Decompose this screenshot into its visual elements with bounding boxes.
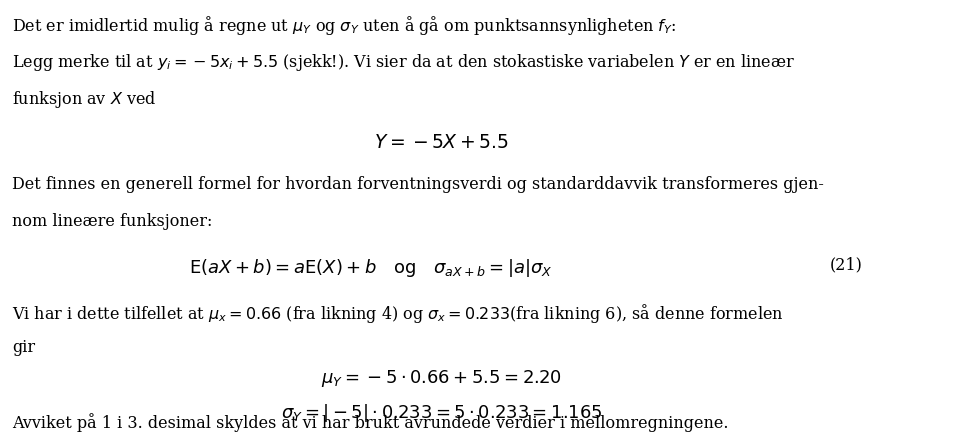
Text: $Y = -5X + 5.5$: $Y = -5X + 5.5$ bbox=[374, 134, 509, 152]
Text: Det finnes en generell formel for hvordan forventningsverdi og standarddavvik tr: Det finnes en generell formel for hvorda… bbox=[12, 176, 824, 192]
Text: gir: gir bbox=[12, 339, 36, 356]
Text: $\sigma_Y = |-5| \cdot 0.233 = 5 \cdot 0.233 = 1.165$: $\sigma_Y = |-5| \cdot 0.233 = 5 \cdot 0… bbox=[281, 401, 602, 423]
Text: Avviket på 1 i 3. desimal skyldes at vi har brukt avrundede verdier i mellomregn: Avviket på 1 i 3. desimal skyldes at vi … bbox=[12, 413, 729, 431]
Text: Vi har i dette tilfellet at $\mu_x = 0.66$ (fra likning 4) og $\sigma_x = 0.233$: Vi har i dette tilfellet at $\mu_x = 0.6… bbox=[12, 302, 783, 325]
Text: Det er imidlertid mulig å regne ut $\mu_Y$ og $\sigma_Y$ uten å gå om punktsanns: Det er imidlertid mulig å regne ut $\mu_… bbox=[12, 14, 677, 37]
Text: $\mu_Y = -5 \cdot 0.66 + 5.5 = 2.20$: $\mu_Y = -5 \cdot 0.66 + 5.5 = 2.20$ bbox=[322, 367, 562, 388]
Text: nom lineære funksjoner:: nom lineære funksjoner: bbox=[12, 212, 212, 230]
Text: (21): (21) bbox=[829, 256, 862, 273]
Text: funksjon av $X$ ved: funksjon av $X$ ved bbox=[12, 88, 156, 110]
Text: Legg merke til at $y_i = -5x_i + 5.5$ (sjekk!). Vi sier da at den stokastiske va: Legg merke til at $y_i = -5x_i + 5.5$ (s… bbox=[12, 51, 795, 72]
Text: $\mathrm{E}\left(aX + b\right) = a\mathrm{E}\left(X\right) + b \quad \text{og} \: $\mathrm{E}\left(aX + b\right) = a\mathr… bbox=[189, 256, 553, 278]
